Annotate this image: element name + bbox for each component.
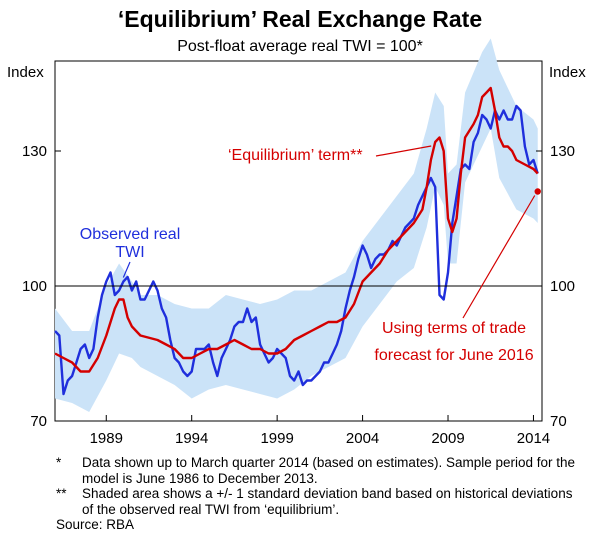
forecast-arrow [462,195,536,319]
chart-notes: * Data shown up to March quarter 2014 (b… [56,455,576,533]
tick-layer: 70 70 100 100 130 130 1989 1994 1999 2004 2009 2014 [22,143,575,447]
observed-twi-line [54,104,539,396]
x-tick-label: 2004 [346,430,379,447]
band-layer [55,38,538,412]
y-tick-label-left: 100 [22,278,47,295]
chart-area: 70 70 100 100 130 130 1989 1994 1999 2004 2009 2014… [7,38,586,447]
std-dev-band [55,38,538,412]
equilibrium-term-label: ‘Equilibrium’ term** [228,147,363,164]
y-tick-label-left: 130 [22,143,47,160]
x-tick-label: 1989 [90,430,123,447]
equilibrium-term-arrow [375,145,432,157]
x-tick-label: 1994 [175,430,208,447]
x-tick-label: 1999 [260,430,293,447]
note-row: ** Shaded area shows a +/- 1 standard de… [56,486,576,517]
x-tick-label: 2014 [517,430,550,447]
forecast-point [534,188,541,195]
source-line: Source: RBA [56,517,135,532]
note-marker: * [56,455,62,470]
y-tick-label-right: 100 [550,278,575,295]
equilibrium-term-line [54,86,539,373]
note-text: Data shown up to March quarter 2014 (bas… [82,455,576,486]
note-row: * Data shown up to March quarter 2014 (b… [56,455,576,486]
forecast-label-line2: forecast for June 2016 [374,347,533,364]
forecast-label-line1: Using terms of trade [382,320,526,337]
y-axis-label-left: Index [7,64,44,81]
y-tick-label-right: 130 [550,143,575,160]
y-tick-label-left: 70 [30,413,47,430]
note-text: Shaded area shows a +/- 1 standard devia… [82,486,573,517]
observed-twi-label-line1: Observed real [80,226,181,243]
x-tick-label: 2009 [431,430,464,447]
chart-title: ‘Equilibrium’ Real Exchange Rate [117,6,483,32]
chart-subtitle: Post-float average real TWI = 100* [177,38,423,55]
y-tick-label-right: 70 [550,413,567,430]
observed-twi-label-line2: TWI [115,244,144,261]
observed-twi-arrow [122,261,131,278]
y-axis-label-right: Index [549,64,586,81]
line-layer [54,86,539,396]
note-marker: ** [56,486,67,501]
